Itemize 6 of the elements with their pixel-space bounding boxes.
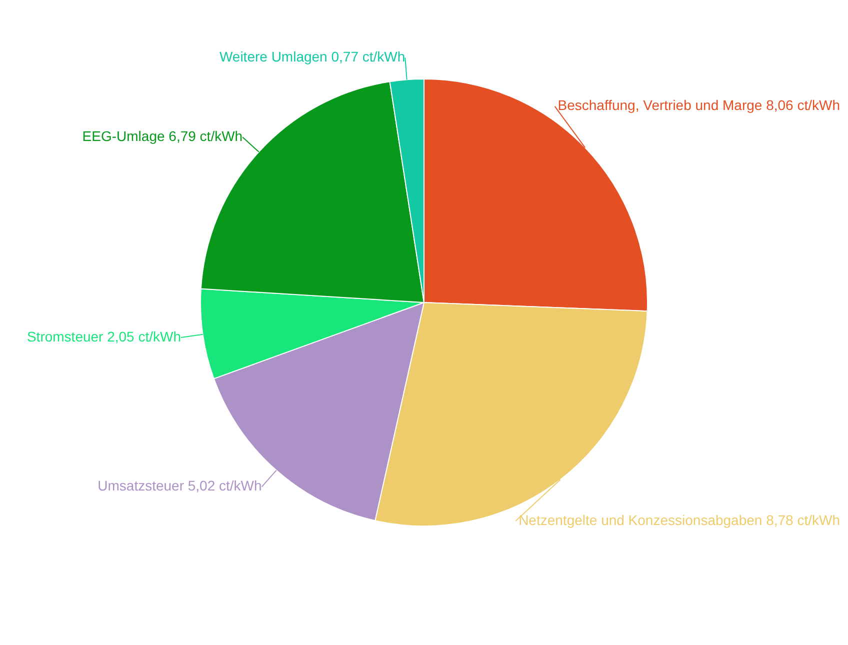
slice-label: Weitere Umlagen 0,77 ct/kWh bbox=[219, 48, 406, 65]
slice-label: Umsatzsteuer 5,02 ct/kWh bbox=[98, 478, 262, 494]
slice-label: Stromsteuer 2,05 ct/kWh bbox=[26, 328, 182, 344]
slice-label: Netzentgelte und Konzessionsabgaben 8,78 ct/kWh bbox=[518, 512, 840, 528]
slice-label: Beschaffung, Vertrieb und Marge 8,06 ct/kWh bbox=[558, 97, 840, 114]
slice-label: EEG-Umlage 6,79 ct/kWh bbox=[82, 128, 243, 144]
